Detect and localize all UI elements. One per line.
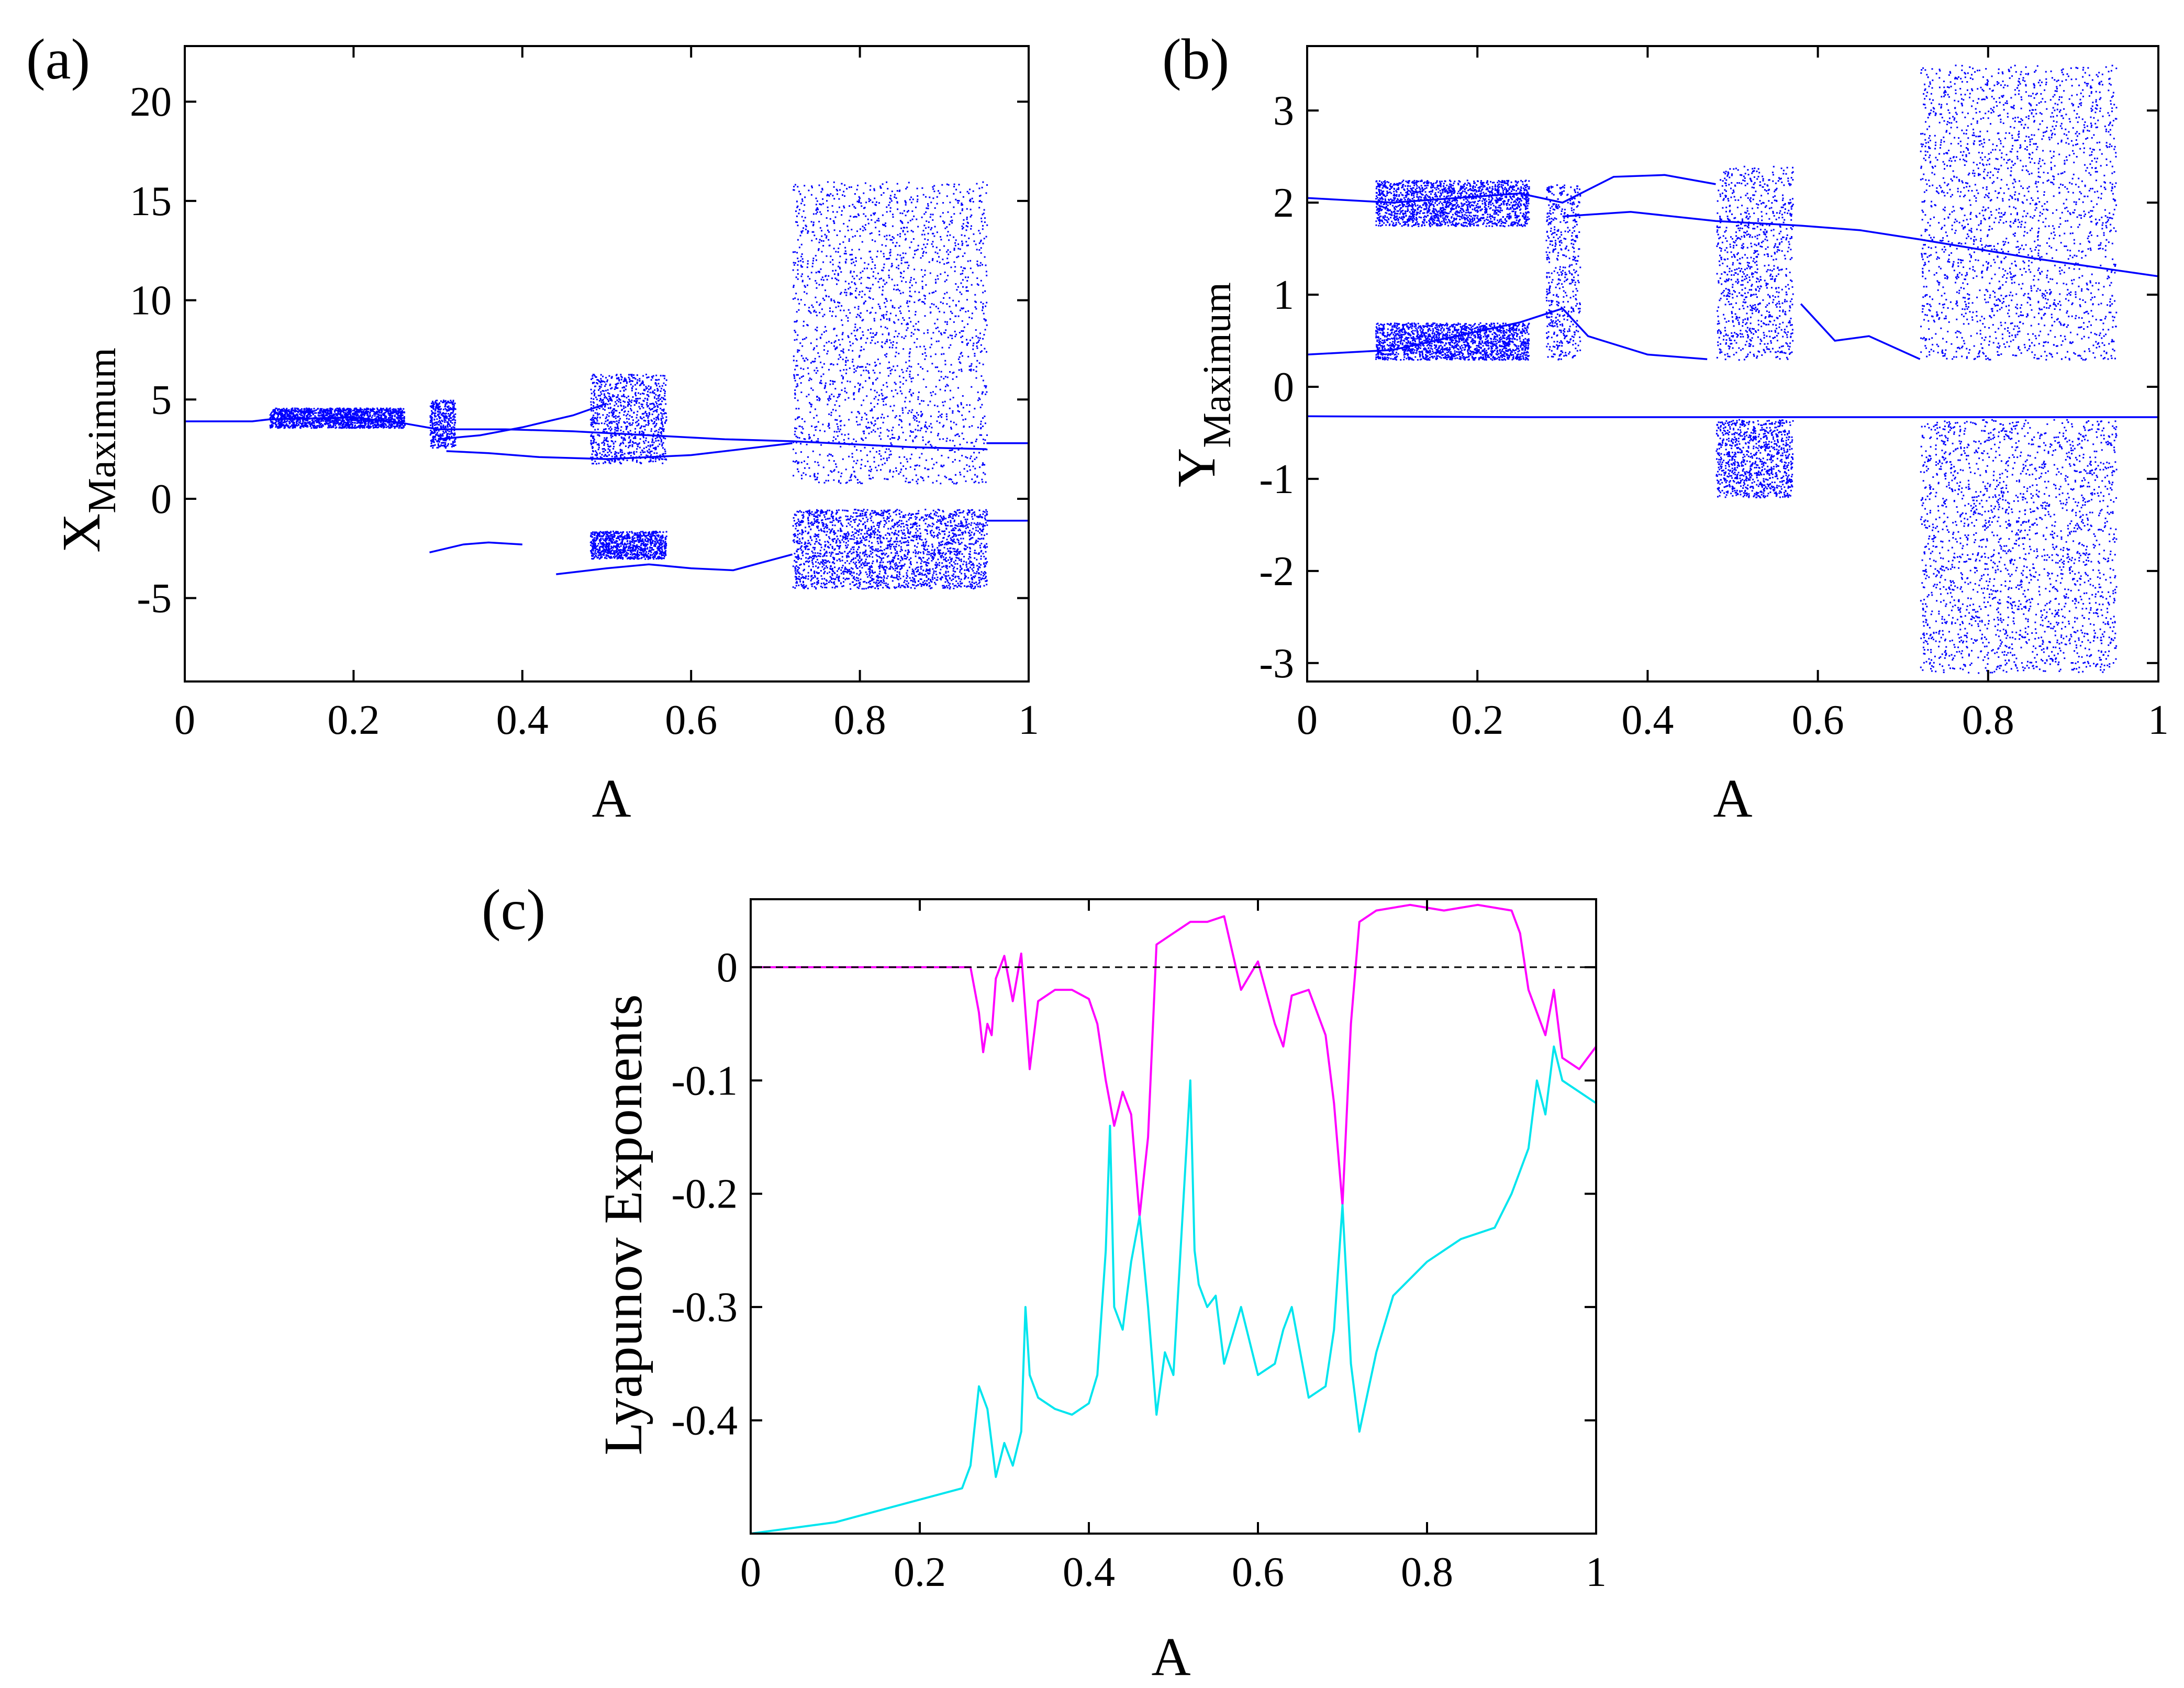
chaotic-band-2 bbox=[1545, 184, 1581, 361]
y-tick-label: -0.3 bbox=[671, 1284, 738, 1331]
x-tick-label: 0.2 bbox=[894, 1549, 946, 1595]
chaotic-band-3 bbox=[589, 530, 667, 560]
panel-b-xlabel: A bbox=[1713, 768, 1752, 829]
panel-b-ylabel-sub: Maximum bbox=[1195, 282, 1239, 448]
plot-data-layer bbox=[1307, 64, 2158, 674]
panel-a-xlabel: A bbox=[592, 768, 631, 829]
series-le1-line bbox=[751, 903, 1596, 1217]
x-tick-label: 1 bbox=[1018, 697, 1039, 743]
x-tick-label: 0.2 bbox=[1451, 697, 1503, 743]
series-middle-branch-2 bbox=[1800, 303, 1921, 360]
plot-data-layer bbox=[185, 181, 1029, 590]
panel-b: (b) A YMaximum 0 0.2 0.4 0.6 0.8 1 -3 -2 -1 0 1 2 3 bbox=[1162, 27, 2169, 829]
y-tick-label: 15 bbox=[130, 178, 172, 225]
chaotic-band-0 bbox=[269, 407, 406, 429]
x-tick-label: 0.8 bbox=[834, 697, 886, 743]
y-tick-label: 10 bbox=[130, 278, 172, 324]
panel-c-ylabel: Lyapunov Exponents bbox=[593, 994, 653, 1455]
chaotic-band-5 bbox=[1920, 64, 2118, 361]
chaotic-band-0 bbox=[1375, 180, 1530, 228]
series-lower-branch bbox=[1307, 415, 2158, 418]
series-middle-branch bbox=[1307, 307, 1708, 360]
x-tick-label: 0.4 bbox=[1063, 1549, 1115, 1595]
series-upper-branch-2 bbox=[1562, 210, 2158, 277]
series-periodic-branch-mid bbox=[438, 403, 607, 440]
plot-frame bbox=[750, 898, 1597, 1535]
x-tick-label: 0 bbox=[174, 697, 195, 743]
panel-c-plot: 0 0.2 0.4 0.6 0.8 1 -0.4 -0.3 -0.2 -0.1 0 bbox=[671, 898, 1607, 1595]
x-tick-label: 0 bbox=[1297, 697, 1318, 743]
y-tick-label: 20 bbox=[130, 79, 172, 125]
panel-b-plot: 0 0.2 0.4 0.6 0.8 1 -3 -2 -1 0 1 2 3 bbox=[1259, 45, 2169, 743]
panel-b-ylabel: YMaximum bbox=[1166, 282, 1239, 487]
x-tick-label: 0.4 bbox=[496, 697, 549, 743]
x-tick-label: 0.6 bbox=[665, 697, 717, 743]
chaotic-band-4 bbox=[792, 181, 988, 485]
y-tick-label: 3 bbox=[1273, 88, 1294, 134]
y-tick-label: -5 bbox=[137, 576, 172, 622]
panel-c-xlabel: A bbox=[1151, 1627, 1190, 1687]
x-tick-label: 0 bbox=[740, 1549, 761, 1595]
y-tick-label: 0 bbox=[151, 476, 172, 522]
y-tick-label: 1 bbox=[1273, 272, 1294, 318]
y-tick-label: -0.2 bbox=[671, 1171, 738, 1217]
y-tick-label: -0.4 bbox=[671, 1398, 738, 1444]
plot-frame bbox=[1306, 45, 2159, 683]
series-chaotic-bands bbox=[269, 181, 988, 590]
svg-text:XMaximum: XMaximum bbox=[51, 348, 124, 553]
series-upper-branch bbox=[1307, 174, 1716, 204]
y-tick-label: -1 bbox=[1259, 456, 1294, 502]
chaotic-band-3 bbox=[1716, 165, 1794, 361]
panel-a-label: (a) bbox=[26, 27, 90, 91]
panel-a-ylabel: XMaximum bbox=[51, 348, 124, 553]
series-chaotic-bands bbox=[1375, 64, 2118, 674]
series-le2-line bbox=[751, 1045, 1596, 1534]
y-tick-label: 5 bbox=[151, 377, 172, 423]
panel-b-ylabel-main: Y bbox=[1166, 448, 1227, 487]
panel-a-ylabel-sub: Maximum bbox=[80, 348, 124, 513]
chaotic-band-1 bbox=[429, 399, 456, 449]
x-tick-label: 0.8 bbox=[1401, 1549, 1453, 1595]
x-tick-label: 1 bbox=[1586, 1549, 1607, 1595]
x-tick-label: 0.6 bbox=[1232, 1549, 1284, 1595]
plot-data-layer bbox=[751, 903, 1596, 1534]
x-tick-label: 1 bbox=[2148, 697, 2169, 743]
y-tick-label: 0 bbox=[717, 945, 738, 991]
panel-a-ylabel-main: X bbox=[51, 513, 112, 553]
plot-frame bbox=[184, 45, 1030, 683]
panel-c-label: (c) bbox=[482, 878, 545, 942]
svg-text:YMaximum: YMaximum bbox=[1166, 282, 1239, 487]
panel-a-plot: 0 0.2 0.4 0.6 0.8 1 -5 0 5 10 15 20 bbox=[130, 45, 1039, 743]
panel-b-label: (b) bbox=[1162, 27, 1229, 91]
x-tick-label: 0.6 bbox=[1792, 697, 1844, 743]
series-negative-branch-2 bbox=[556, 553, 793, 575]
y-tick-label: -3 bbox=[1259, 641, 1294, 687]
x-tick-label: 0.2 bbox=[327, 697, 380, 743]
y-tick-label: 0 bbox=[1273, 364, 1294, 410]
series-negative-branch bbox=[429, 541, 522, 554]
panel-a: (a) A XMaximum 0 0.2 0.4 0.6 0.8 1 -5 0 5 10 15 20 bbox=[26, 27, 1039, 829]
chaotic-band-5 bbox=[792, 509, 988, 590]
y-tick-label: -0.1 bbox=[671, 1058, 738, 1104]
chaotic-band-4 bbox=[1715, 419, 1794, 499]
panel-c: (c) A Lyapunov Exponents 0 0.2 0.4 0.6 0.8 1 -… bbox=[482, 878, 1607, 1687]
y-tick-label: 2 bbox=[1273, 180, 1294, 226]
x-tick-label: 0.4 bbox=[1621, 697, 1674, 743]
chaotic-band-1 bbox=[1375, 322, 1530, 361]
x-tick-label: 0.8 bbox=[1962, 697, 2014, 743]
chaotic-band-2 bbox=[589, 374, 667, 465]
y-tick-label: -2 bbox=[1259, 549, 1294, 595]
series-periodic-branch-lower bbox=[446, 442, 793, 460]
chaotic-band-6 bbox=[1920, 419, 2118, 674]
